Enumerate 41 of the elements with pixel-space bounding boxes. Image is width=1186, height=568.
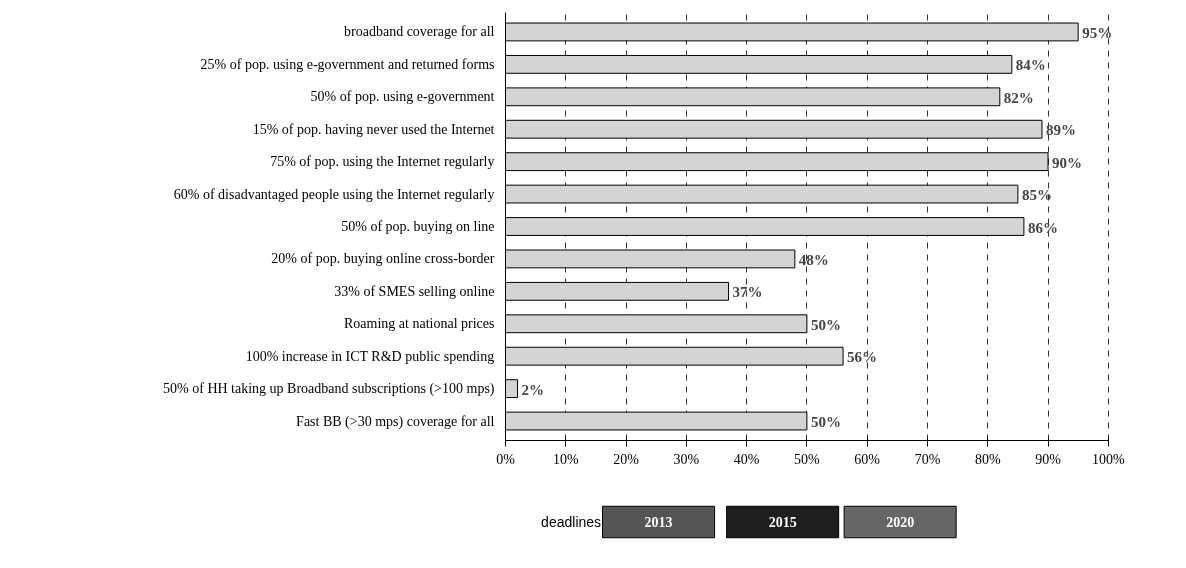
- x-tick-label: 70%: [914, 451, 941, 467]
- text: 2015: [768, 515, 797, 530]
- x-tick-label: 50%: [794, 451, 821, 467]
- x-tick-label: 10%: [552, 451, 579, 467]
- data-label: 84%: [1015, 57, 1046, 74]
- y-tick-label: 15% of pop. having never used the Internet: [252, 121, 495, 137]
- data-label: 95%: [1082, 24, 1113, 41]
- y-tick-label: 50% of pop. using e-government: [310, 89, 495, 105]
- text: 2013: [644, 515, 673, 530]
- text: deadlines: [541, 514, 602, 530]
- y-tick-label: 75% of pop. using the Internet regularly: [270, 154, 495, 170]
- y-tick-label: 33% of SMES selling online: [334, 283, 495, 299]
- data-label: 37%: [732, 284, 763, 301]
- x-tick-label: 30%: [673, 451, 700, 467]
- y-tick-label: 50% of HH taking up Broadband subscriptions (>100 mps): [163, 381, 495, 398]
- x-tick-label: 80%: [974, 451, 1001, 467]
- y-tick-label: Fast BB (>30 mps) coverage for all: [296, 413, 495, 430]
- data-label: 89%: [1046, 122, 1076, 139]
- y-tick-label: broadband coverage for all: [344, 24, 495, 40]
- y-tick-label: 20% of pop. buying online cross-border: [271, 251, 495, 267]
- data-label: 50%: [810, 414, 841, 431]
- x-tick-label: 90%: [1035, 451, 1062, 467]
- x-tick-label: 100%: [1091, 451, 1125, 467]
- data-label: 86%: [1027, 219, 1058, 236]
- x-tick-label: 20%: [613, 451, 640, 467]
- data-label: 90%: [1052, 154, 1083, 171]
- data-label: 2%: [521, 381, 545, 398]
- x-tick-label: 40%: [733, 451, 760, 467]
- y-tick-label: Roaming at national prices: [344, 316, 495, 332]
- data-label: 48%: [798, 251, 829, 268]
- y-tick-label: 25% of pop. using e-government and returned forms: [200, 56, 495, 72]
- y-tick-label: 60% of disadvantaged people using the Internet regularly: [173, 186, 495, 202]
- data-label: 56%: [847, 349, 878, 366]
- y-tick-label: 50% of pop. buying on line: [341, 219, 495, 234]
- text: 2020: [886, 515, 915, 530]
- x-tick-label: 60%: [854, 451, 881, 467]
- data-label: 50%: [810, 316, 841, 333]
- y-tick-label: 100% increase in ICT R&D public spending: [245, 348, 495, 364]
- data-label: 85%: [1021, 187, 1052, 204]
- x-tick-label: 0%: [496, 451, 516, 467]
- data-label: 82%: [1003, 89, 1034, 106]
